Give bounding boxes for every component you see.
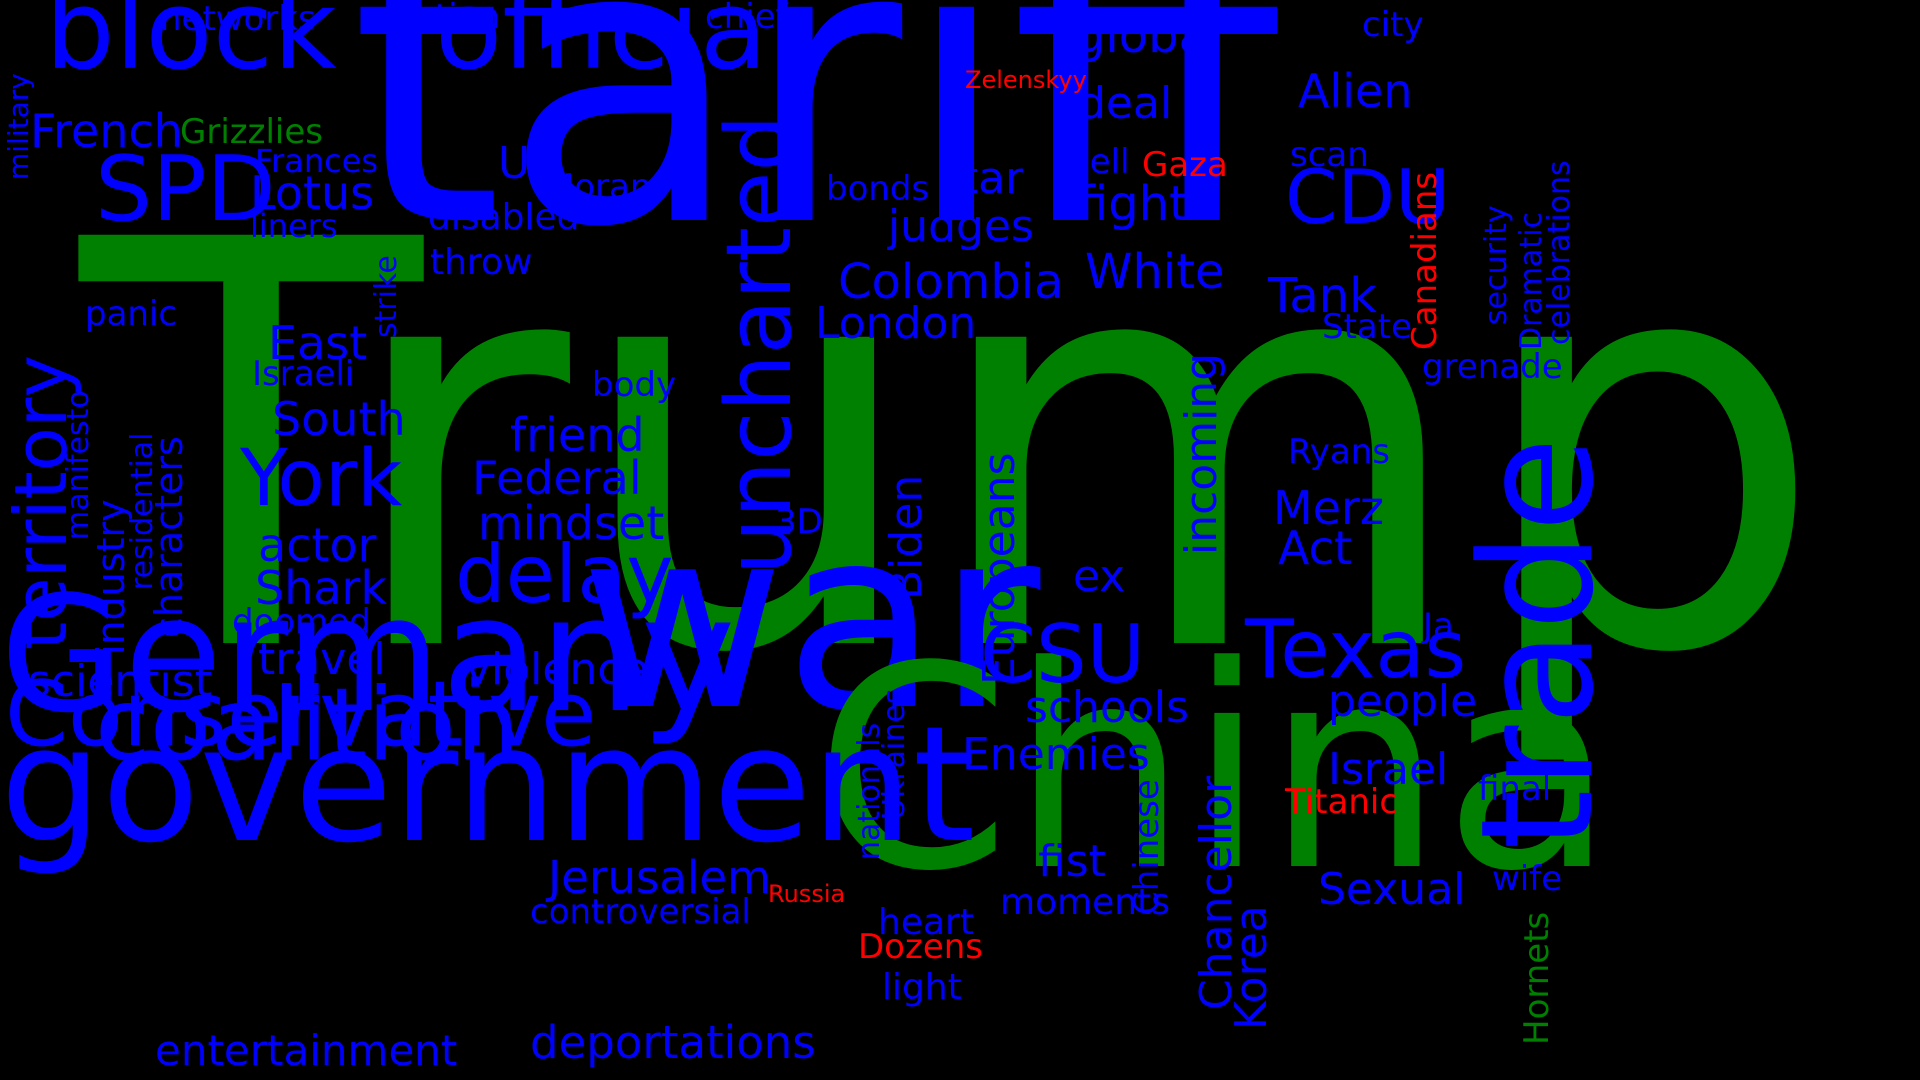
word-french: French (30, 104, 183, 158)
word-light: light (882, 967, 962, 1008)
word-official: official (435, 0, 798, 94)
word-jerusalem: Jerusalem (548, 851, 772, 904)
word-spd: SPD (95, 137, 276, 242)
word-disabled: disabled (428, 197, 580, 238)
word-panic: panic (85, 294, 178, 334)
word-dozens: Dozens (858, 927, 984, 967)
word-fist: fist (1038, 836, 1106, 887)
word-war: war (580, 474, 1041, 765)
word-east: East (268, 316, 368, 370)
word-liners: liners (250, 207, 338, 245)
word-trump: Trump (80, 124, 1826, 776)
word-manifesto: manifesto (61, 390, 96, 540)
word-cdu: CDU (1285, 153, 1451, 241)
word-colombia: Colombia (838, 254, 1064, 310)
word-incoming: incoming (1176, 352, 1227, 555)
word-federal: Federal (472, 451, 642, 505)
word-israel: Israel (1328, 744, 1449, 795)
word-tank: Tank (1268, 268, 1378, 324)
word-grenade: grenade (1422, 347, 1563, 387)
word-military: military (2, 73, 35, 180)
word-travel: travel (258, 634, 386, 685)
word-tariff: tariff (350, 0, 1280, 312)
word-ukraines: Ukraines (877, 688, 912, 820)
word-3d: 3D (775, 502, 823, 542)
word-alien: Alien (1298, 64, 1413, 118)
word-doomed: doomed (232, 602, 371, 642)
word-sexual: Sexual (1318, 864, 1466, 915)
word-un: UN (498, 138, 564, 189)
word-white: White (1085, 244, 1225, 300)
word-china: China (815, 607, 1615, 933)
word-throw: throw (430, 242, 533, 283)
word-security: security (1479, 205, 1514, 325)
word-final: final (1478, 769, 1552, 809)
word-titanic: Titanic (1285, 782, 1399, 822)
word-hornets: Hornets (1517, 911, 1557, 1045)
word-lotus: Lotus (250, 166, 375, 220)
word-shark: Shark (255, 561, 388, 615)
word-chinese: Chinese (1127, 779, 1167, 915)
word-star: star (938, 153, 1024, 204)
word-violence: violence (465, 644, 649, 695)
word-morant: Morant (545, 167, 665, 207)
word-delay: delay (455, 528, 674, 621)
word-wife: wife (1492, 859, 1563, 899)
word-ja: Ja (1423, 606, 1454, 646)
word-ryans: Ryans (1288, 432, 1390, 472)
word-city: city (1362, 5, 1424, 45)
word-south: South (272, 392, 406, 446)
word-block: block (45, 0, 337, 94)
word-conservative: Conservative (5, 662, 597, 767)
word-york: York (240, 434, 403, 524)
word-government: government (0, 691, 976, 878)
word-actor: actor (258, 518, 377, 572)
word-russia: Russia (768, 880, 846, 908)
word-chief: chief (705, 0, 788, 37)
word-fight: fight (1078, 176, 1188, 232)
word-london: London (815, 298, 977, 349)
word-europeans: Europeans (974, 452, 1025, 685)
word-deal: deal (1078, 78, 1173, 129)
word-zelenskyy: Zelenskyy (965, 66, 1087, 94)
word-election: election (365, 0, 501, 37)
word-canadians: Canadians (1405, 171, 1445, 350)
word-scientist: scientist (28, 656, 212, 707)
word-germany: Germany (0, 561, 736, 748)
word-frances: Frances (255, 142, 379, 180)
word-biden: Biden (881, 474, 932, 600)
word-coalition: coalition (95, 666, 520, 783)
word-texas: Texas (1245, 603, 1467, 696)
word-global: global (1075, 8, 1222, 64)
word-residential: residential (125, 432, 160, 590)
word-enemies: Enemies (962, 729, 1150, 780)
word-schools: schools (1025, 682, 1189, 733)
word-ex: ex (1073, 551, 1126, 602)
word-strike: strike (369, 255, 404, 338)
word-gaza: Gaza (1142, 145, 1228, 185)
word-controversial: controversial (530, 892, 751, 932)
word-moments: moments (1000, 882, 1170, 923)
word-merz: Merz (1273, 481, 1385, 535)
word-act: Act (1278, 521, 1352, 575)
word-scan: scan (1290, 135, 1369, 175)
word-friend: friend (510, 408, 645, 462)
word-csu: CSU (980, 608, 1146, 701)
word-networks: networks (160, 0, 316, 39)
word-heart: heart (878, 902, 974, 943)
word-grizzlies: Grizzlies (180, 112, 323, 152)
word-bonds: bonds (826, 169, 930, 209)
word-entertainment: entertainment (155, 1026, 458, 1075)
word-state: State (1322, 307, 1412, 347)
word-israeli: Israeli (252, 354, 355, 394)
word-celebrations: celebrations (1542, 160, 1577, 345)
word-body: body (592, 365, 677, 405)
word-deportations: deportations (530, 1016, 816, 1069)
word-people: people (1328, 676, 1478, 727)
word-sell: sell (1072, 142, 1130, 182)
word-mindset: mindset (478, 496, 665, 550)
word-korea: Korea (1226, 905, 1277, 1030)
word-judges: judges (888, 201, 1034, 252)
